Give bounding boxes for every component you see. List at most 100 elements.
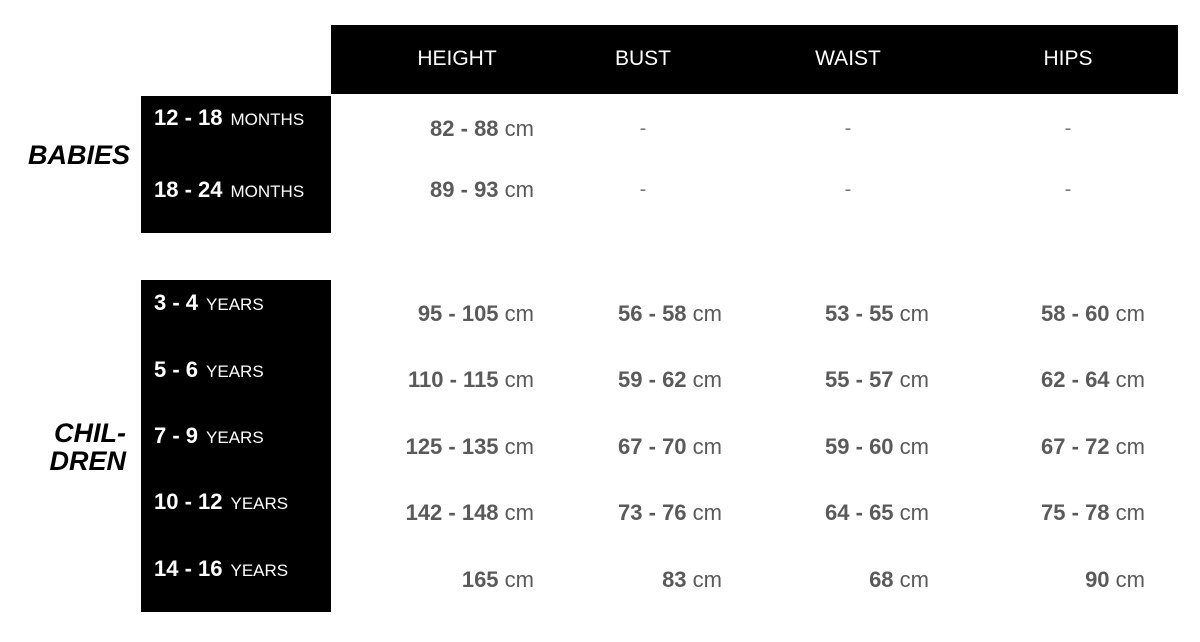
cell-waist: - [844, 178, 852, 201]
measure-unit: cm [504, 500, 534, 525]
measure-unit: cm [504, 434, 534, 459]
measure-unit: cm [692, 367, 722, 392]
age-range-unit: YEARS [206, 295, 264, 314]
age-range-unit: YEARS [230, 494, 289, 513]
measure-value: 67 - 72 [1041, 434, 1110, 459]
age-range: 5 - 6 YEARS [154, 357, 264, 383]
measure-value: 68 [869, 567, 894, 592]
cell-hips: 67 - 72 cm [1041, 434, 1145, 460]
column-header-waist: WAIST [815, 47, 881, 70]
age-range-value: 3 - 4 [154, 290, 199, 315]
measure-unit: cm [899, 434, 929, 459]
measure-value: 58 - 60 [1041, 301, 1110, 326]
age-range-value: 18 - 24 [154, 177, 223, 202]
age-range-unit: MONTHS [230, 110, 305, 129]
cell-hips: 62 - 64 cm [1041, 367, 1145, 393]
column-header-bar [331, 25, 1178, 94]
cell-height: 125 - 135 cm [406, 434, 534, 460]
age-range: 18 - 24 MONTHS [154, 177, 304, 203]
measure-value: 82 - 88 [430, 116, 499, 141]
cell-height: 142 - 148 cm [406, 500, 534, 526]
babies-age-box [141, 96, 331, 233]
measure-value: 59 - 62 [618, 367, 687, 392]
column-header-bust: BUST [614, 47, 672, 70]
measure-unit: cm [504, 367, 534, 392]
cell-height: 89 - 93 cm [430, 177, 534, 203]
measure-value: 142 - 148 [405, 500, 499, 525]
measure-value: 83 [662, 567, 687, 592]
measure-unit: cm [899, 567, 929, 592]
measure-value: 59 - 60 [825, 434, 894, 459]
measure-unit: cm [504, 301, 534, 326]
group-label-line: DREN [49, 446, 126, 476]
measure-unit: cm [504, 116, 534, 141]
cell-bust: 67 - 70 cm [618, 434, 722, 460]
measure-value: 55 - 57 [825, 367, 894, 392]
age-range-value: 14 - 16 [154, 556, 223, 581]
measure-value: 95 - 105 [417, 301, 499, 326]
age-range: 12 - 18 MONTHS [154, 105, 304, 131]
measure-value: 64 - 65 [825, 500, 894, 525]
measure-value: 67 - 70 [618, 434, 687, 459]
group-label: CHIL- DREN [49, 419, 126, 475]
age-range-value: 12 - 18 [154, 105, 223, 130]
cell-bust: 56 - 58 cm [618, 301, 722, 327]
measure-unit: cm [692, 567, 722, 592]
measure-value: 165 [461, 567, 499, 592]
group-label: BABIES [27, 140, 130, 170]
cell-height: 82 - 88 cm [430, 116, 534, 142]
cell-waist: 55 - 57 cm [825, 367, 929, 393]
cell-hips: - [1064, 178, 1072, 201]
measure-value: 75 - 78 [1041, 500, 1110, 525]
measure-value: 125 - 135 [405, 434, 499, 459]
measure-unit: cm [504, 177, 534, 202]
measure-unit: cm [899, 500, 929, 525]
age-range-unit: YEARS [206, 428, 264, 447]
measure-unit: cm [899, 301, 929, 326]
measure-unit: cm [692, 500, 722, 525]
measure-value: 90 [1085, 567, 1110, 592]
cell-waist: 68 cm [869, 567, 929, 593]
cell-waist: 59 - 60 cm [825, 434, 929, 460]
measure-unit: cm [1115, 500, 1145, 525]
age-range-value: 7 - 9 [154, 423, 199, 448]
cell-bust: - [639, 178, 647, 201]
children-age-box [141, 280, 331, 612]
cell-hips: 58 - 60 cm [1041, 301, 1145, 327]
measure-unit: cm [1115, 567, 1145, 592]
measure-value: 62 - 64 [1041, 367, 1110, 392]
measure-unit: cm [1115, 434, 1145, 459]
age-range-unit: YEARS [230, 561, 289, 580]
measure-value: 110 - 115 [408, 367, 499, 392]
column-header-hips: HIPS [1043, 47, 1093, 70]
cell-hips: 75 - 78 cm [1041, 500, 1145, 526]
cell-height: 165 cm [462, 567, 534, 593]
cell-bust: 59 - 62 cm [618, 367, 722, 393]
measure-value: 53 - 55 [825, 301, 894, 326]
age-range: 10 - 12 YEARS [154, 489, 288, 515]
measure-unit: cm [1115, 367, 1145, 392]
measure-value: 89 - 93 [430, 177, 499, 202]
measure-value: 73 - 76 [618, 500, 687, 525]
measure-unit: cm [1115, 301, 1145, 326]
cell-waist: 64 - 65 cm [825, 500, 929, 526]
measure-unit: cm [899, 367, 929, 392]
cell-waist: - [844, 117, 852, 140]
column-header-height: HEIGHT [417, 47, 497, 70]
measure-unit: cm [692, 434, 722, 459]
cell-height: 95 - 105 cm [418, 301, 534, 327]
age-range-value: 10 - 12 [154, 489, 223, 514]
measure-value: 56 - 58 [618, 301, 687, 326]
cell-hips: 90 cm [1085, 567, 1145, 593]
age-range: 14 - 16 YEARS [154, 556, 288, 582]
cell-height: 110 - 115 cm [408, 367, 534, 393]
group-label-line: CHIL- [54, 418, 126, 448]
cell-hips: - [1064, 117, 1072, 140]
age-range-value: 5 - 6 [154, 357, 199, 382]
age-range: 7 - 9 YEARS [154, 423, 264, 449]
cell-bust: 73 - 76 cm [618, 500, 722, 526]
cell-bust: - [639, 117, 647, 140]
cell-bust: 83 cm [662, 567, 722, 593]
cell-waist: 53 - 55 cm [825, 301, 929, 327]
measure-unit: cm [692, 301, 722, 326]
